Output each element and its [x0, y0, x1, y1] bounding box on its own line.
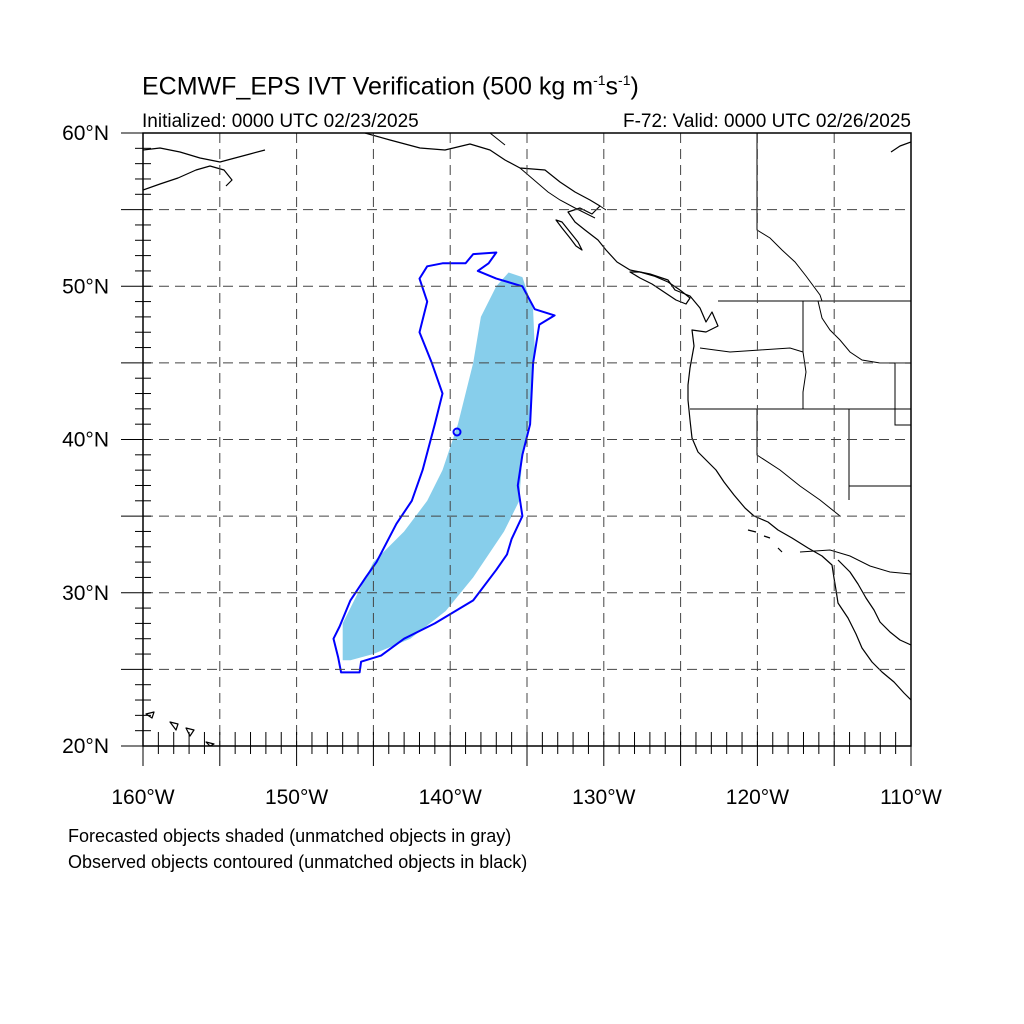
border-wa-or	[699, 347, 804, 353]
island-haida-gwaii	[555, 219, 583, 251]
islands-hawaii	[145, 711, 215, 746]
coastline-north-america	[364, 133, 911, 701]
border-us-mexico	[799, 549, 911, 575]
lon-label: 150°W	[265, 786, 328, 809]
lon-label: 110°W	[880, 786, 942, 809]
lat-label: 20°N	[62, 735, 109, 758]
observed-object-contour	[332, 251, 556, 674]
lon-label: 130°W	[572, 786, 635, 809]
border-mt-id	[817, 300, 895, 364]
islands-channel	[747, 529, 783, 553]
title-exponent-2: -1	[618, 72, 631, 88]
border-ak-pacific	[599, 205, 607, 211]
map-title: ECMWF_EPS IVT Verification (500 kg m-1s-…	[142, 72, 639, 101]
coastline-hudson-bay-east	[890, 141, 911, 153]
political-borders-layer	[489, 133, 911, 575]
title-exponent-1: -1	[593, 72, 606, 88]
border-bc-alaska	[519, 167, 596, 219]
coastline-baja-gulf	[837, 559, 911, 646]
title-unit-s: s	[605, 72, 619, 101]
lat-label: 30°N	[62, 582, 109, 605]
title-close: )	[630, 72, 639, 101]
border-wy-mt	[894, 362, 911, 426]
coastline-layer	[143, 133, 911, 746]
lat-label: 60°N	[62, 122, 109, 145]
forecast-objects-layer	[342, 272, 535, 661]
border-ca-nv	[756, 409, 841, 517]
observed-small-contour	[452, 427, 462, 437]
border-id-west	[802, 301, 807, 409]
caption-observed: Observed objects contoured (unmatched ob…	[68, 852, 528, 872]
title-text: ECMWF_EPS IVT Verification (500 kg m	[142, 72, 594, 101]
observed-objects-layer	[332, 251, 556, 674]
forecast-object	[342, 272, 535, 661]
border-bc-alberta	[756, 133, 823, 302]
coastline-alaska	[143, 147, 266, 191]
lon-label: 120°W	[726, 786, 789, 809]
lon-label: 140°W	[419, 786, 482, 809]
lat-label: 50°N	[62, 275, 109, 298]
axis-labels: 60°N 50°N 40°N 30°N 20°N 160°W 150°W 140°W 130°W…	[62, 122, 942, 809]
initialized-label: Initialized: 0000 UTC 02/23/2025	[142, 111, 419, 132]
axis-ticks	[121, 132, 912, 766]
border-alaska-yukon	[489, 133, 506, 146]
lat-lon-grid	[143, 133, 911, 746]
caption-forecast: Forecasted objects shaded (unmatched obj…	[68, 826, 512, 846]
island-vancouver	[629, 271, 691, 305]
valid-label: F-72: Valid: 0000 UTC 02/26/2025	[623, 111, 911, 132]
lon-label: 160°W	[111, 786, 174, 809]
lat-label: 40°N	[62, 429, 109, 452]
